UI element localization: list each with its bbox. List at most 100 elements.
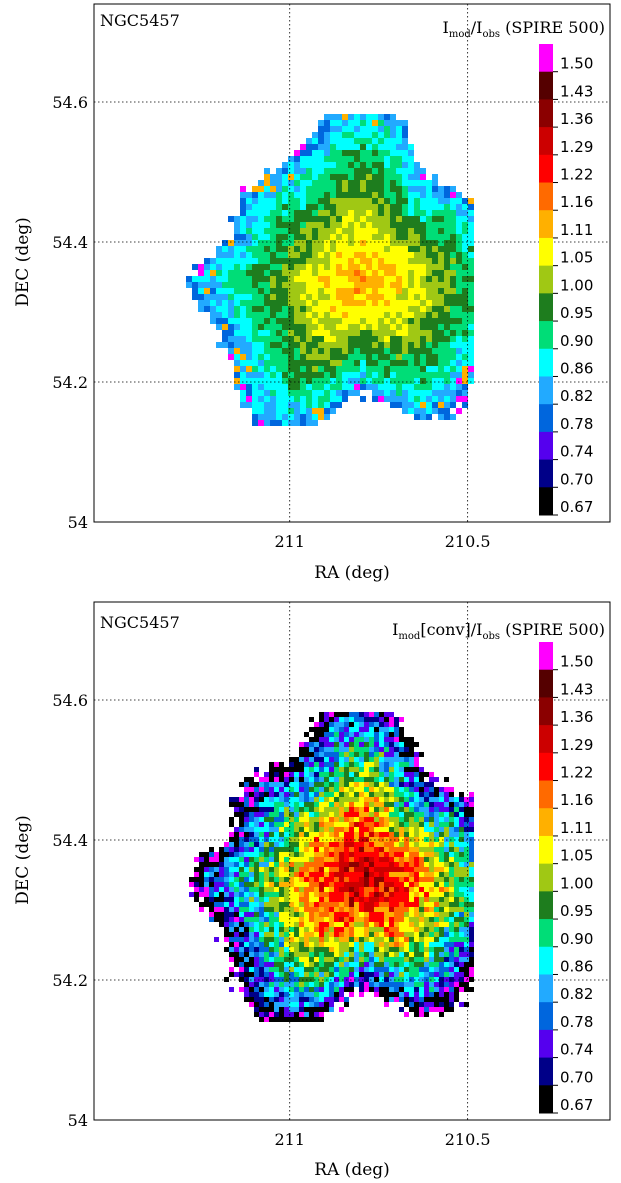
map-pixel	[408, 318, 414, 324]
map-pixel	[319, 787, 324, 792]
map-pixel	[344, 712, 349, 717]
map-pixel	[289, 967, 294, 972]
map-pixel	[399, 882, 404, 887]
map-pixel	[288, 276, 294, 282]
map-pixel	[344, 917, 349, 922]
map-pixel	[339, 937, 344, 942]
map-pixel	[468, 234, 474, 240]
map-pixel	[374, 927, 379, 932]
map-pixel	[244, 972, 249, 977]
map-pixel	[399, 777, 404, 782]
map-pixel	[444, 802, 449, 807]
map-pixel	[344, 977, 349, 982]
map-pixel	[244, 837, 249, 842]
map-pixel	[354, 777, 359, 782]
map-pixel	[459, 952, 464, 957]
map-pixel	[324, 138, 330, 144]
map-pixel	[394, 887, 399, 892]
map-pixel	[304, 967, 309, 972]
map-pixel	[379, 732, 384, 737]
map-pixel	[330, 132, 336, 138]
map-pixel	[429, 867, 434, 872]
map-pixel	[274, 787, 279, 792]
map-pixel	[318, 288, 324, 294]
map-pixel	[309, 852, 314, 857]
map-pixel	[246, 246, 252, 252]
map-pixel	[264, 842, 269, 847]
map-pixel	[318, 300, 324, 306]
map-pixel	[389, 907, 394, 912]
map-pixel	[372, 324, 378, 330]
map-pixel	[394, 947, 399, 952]
map-pixel	[342, 324, 348, 330]
map-pixel	[449, 927, 454, 932]
map-pixel	[384, 1002, 389, 1007]
map-pixel	[354, 156, 360, 162]
map-pixel	[249, 967, 254, 972]
map-pixel	[216, 300, 222, 306]
map-pixel	[420, 408, 426, 414]
map-pixel	[420, 342, 426, 348]
map-pixel	[399, 997, 404, 1002]
map-pixel	[279, 882, 284, 887]
map-pixel	[359, 882, 364, 887]
map-pixel	[420, 228, 426, 234]
map-pixel	[366, 138, 372, 144]
map-pixel	[284, 892, 289, 897]
map-pixel	[294, 822, 299, 827]
map-pixel	[344, 847, 349, 852]
map-pixel	[259, 972, 264, 977]
map-pixel	[294, 932, 299, 937]
map-pixel	[404, 762, 409, 767]
map-pixel	[409, 862, 414, 867]
map-pixel	[269, 937, 274, 942]
map-pixel	[299, 867, 304, 872]
map-pixel	[378, 276, 384, 282]
map-pixel	[462, 336, 468, 342]
map-pixel	[384, 792, 389, 797]
map-pixel	[244, 882, 249, 887]
map-pixel	[450, 390, 456, 396]
map-pixel	[399, 922, 404, 927]
map-pixel	[348, 120, 354, 126]
map-pixel	[449, 842, 454, 847]
map-pixel	[408, 270, 414, 276]
map-pixel	[399, 842, 404, 847]
map-pixel	[469, 977, 474, 982]
map-pixel	[334, 827, 339, 832]
map-pixel	[324, 1002, 329, 1007]
map-pixel	[402, 324, 408, 330]
map-pixel	[404, 832, 409, 837]
map-pixel	[289, 862, 294, 867]
map-pixel	[318, 138, 324, 144]
map-pixel	[456, 282, 462, 288]
map-pixel	[360, 150, 366, 156]
map-pixel	[300, 306, 306, 312]
map-pixel	[224, 927, 229, 932]
map-pixel	[312, 222, 318, 228]
map-pixel	[456, 246, 462, 252]
map-pixel	[408, 366, 414, 372]
map-pixel	[419, 897, 424, 902]
map-pixel	[414, 837, 419, 842]
map-pixel	[366, 312, 372, 318]
colorbar-segment	[539, 974, 553, 1003]
map-pixel	[469, 917, 474, 922]
map-pixel	[300, 234, 306, 240]
map-pixel	[402, 300, 408, 306]
map-pixel	[264, 797, 269, 802]
map-pixel	[414, 907, 419, 912]
map-pixel	[334, 987, 339, 992]
map-pixel	[396, 156, 402, 162]
map-pixel	[414, 384, 420, 390]
map-pixel	[454, 902, 459, 907]
map-pixel	[429, 947, 434, 952]
map-pixel	[424, 997, 429, 1002]
map-pixel	[289, 927, 294, 932]
map-pixel	[364, 782, 369, 787]
map-pixel	[324, 927, 329, 932]
map-pixel	[369, 932, 374, 937]
map-pixel	[234, 842, 239, 847]
map-pixel	[330, 174, 336, 180]
map-pixel	[279, 907, 284, 912]
